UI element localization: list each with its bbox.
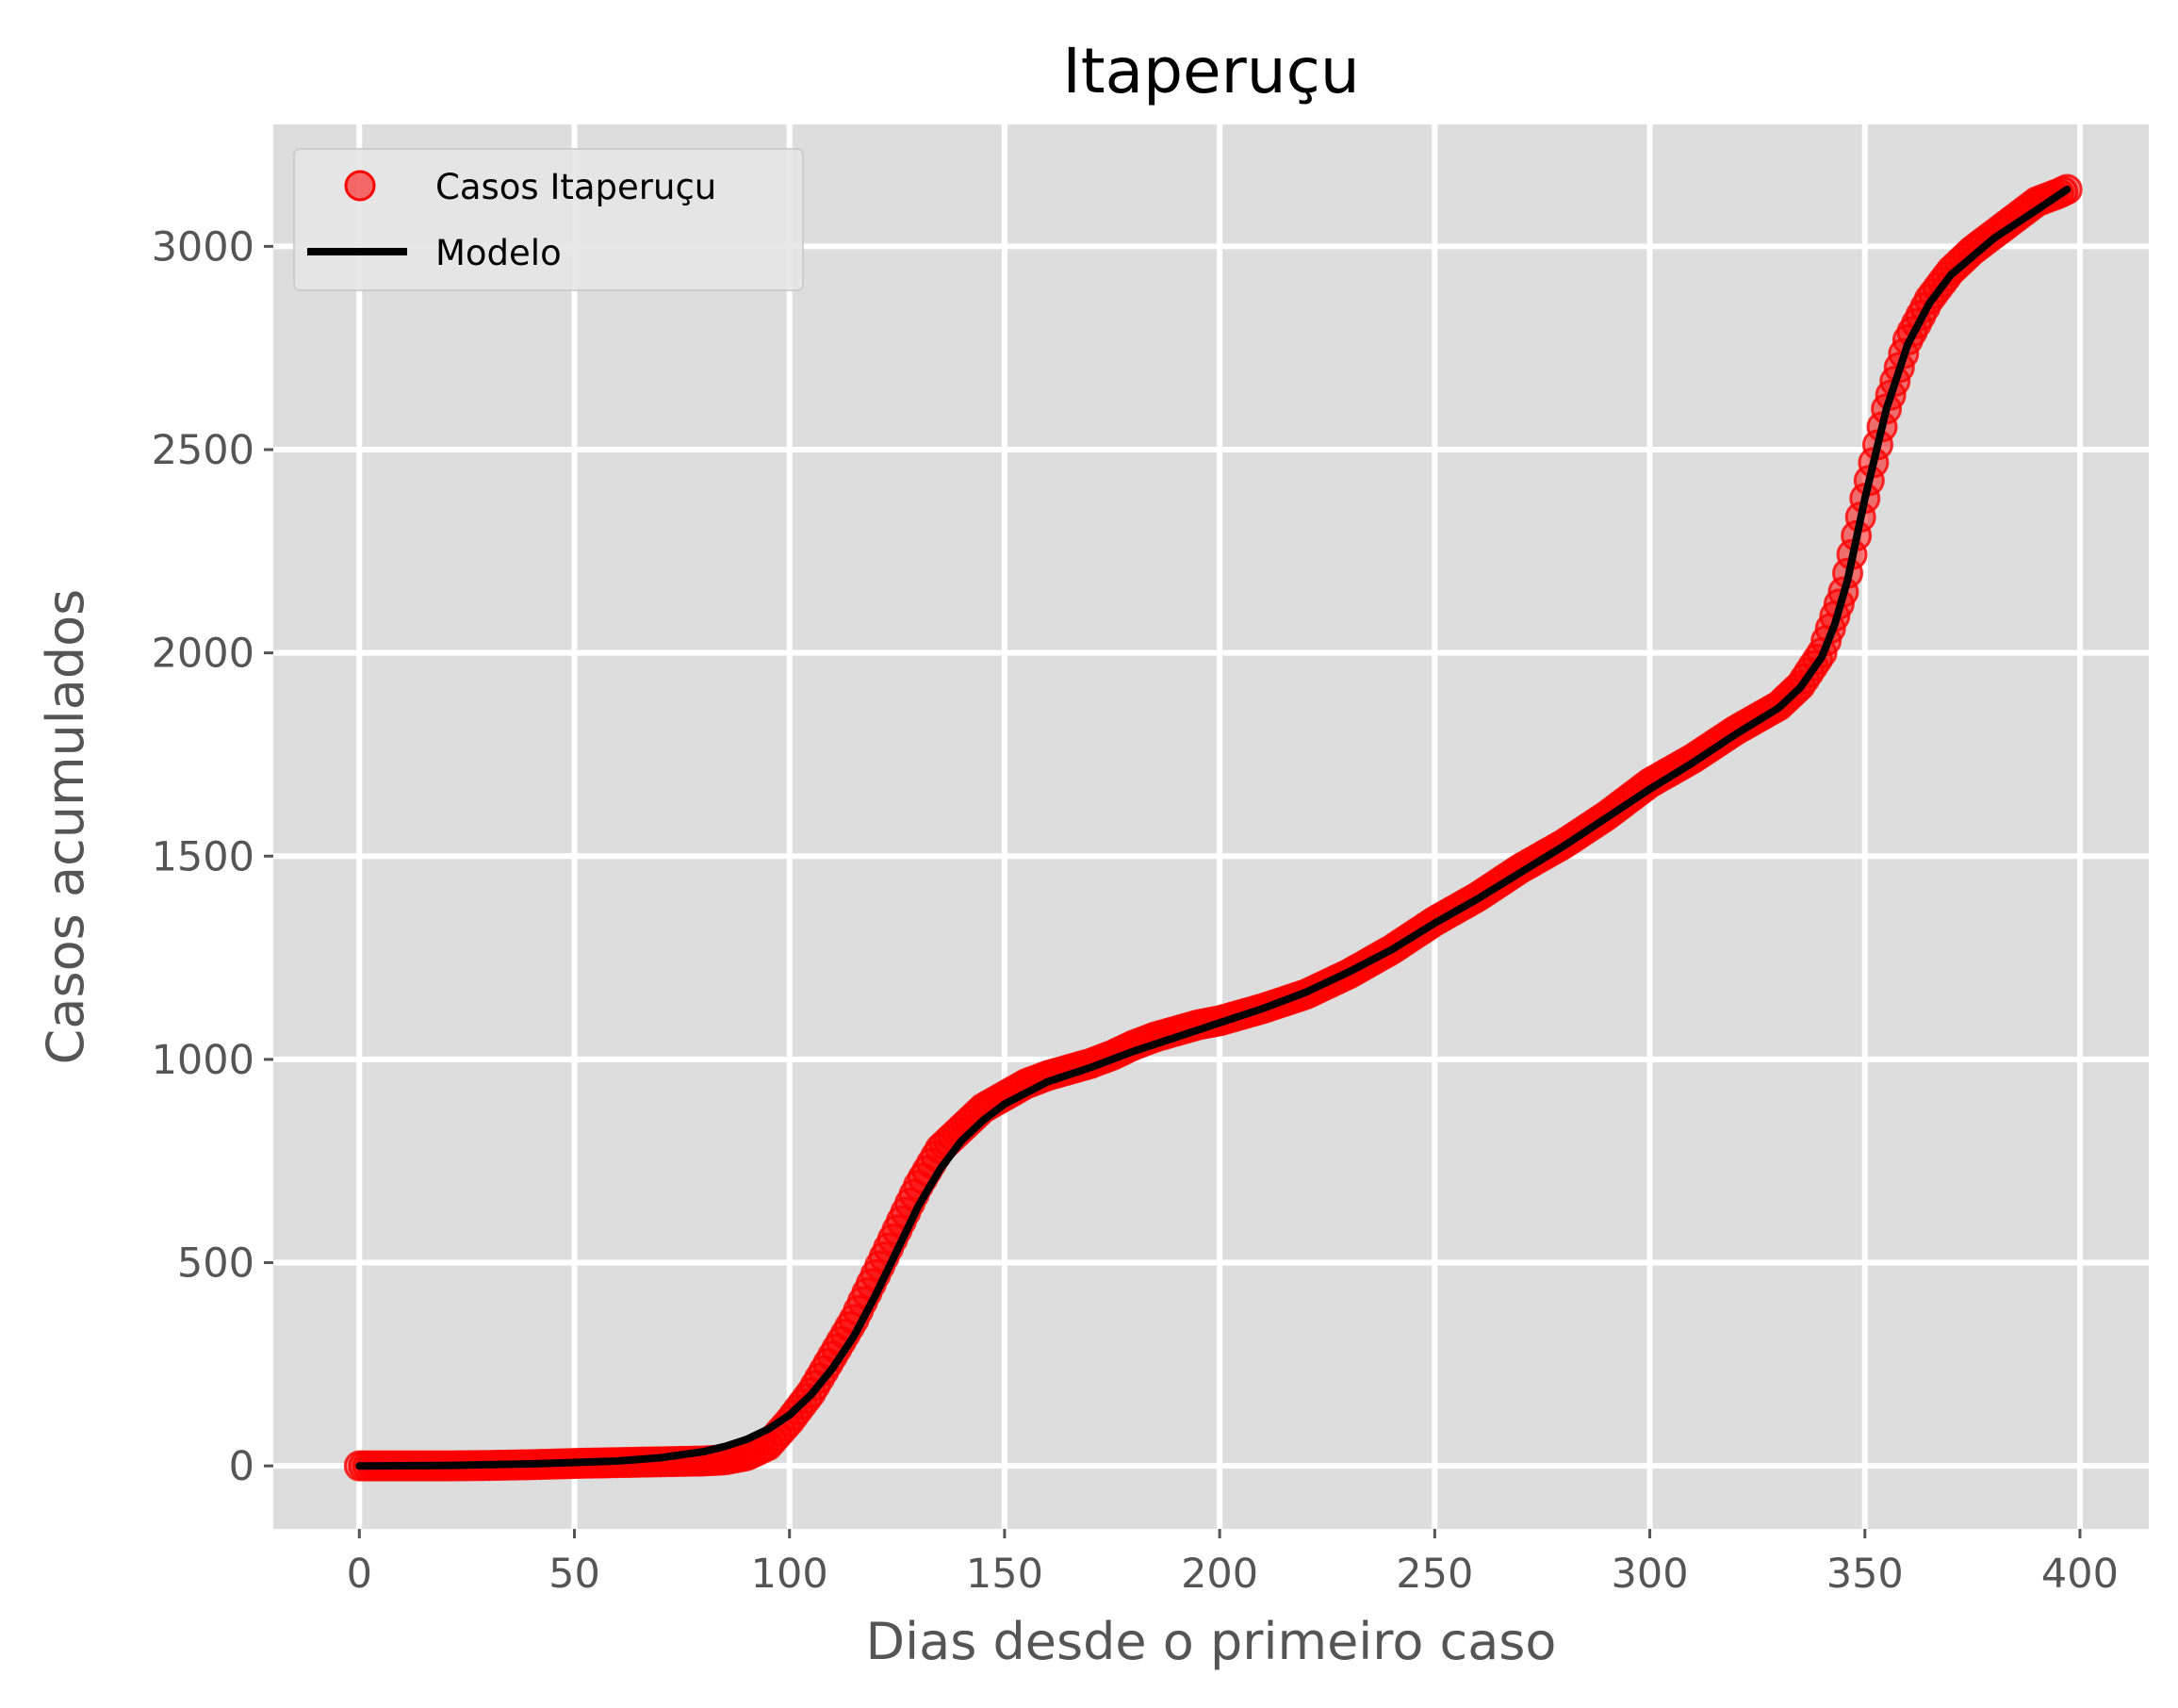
- x-tick-label: 200: [1181, 1551, 1258, 1598]
- x-tick-label: 50: [549, 1551, 600, 1598]
- x-tick-label: 350: [1826, 1551, 1904, 1598]
- x-tick-label: 0: [347, 1551, 372, 1598]
- x-axis-label: Dias desde o primeiro caso: [866, 1612, 1557, 1671]
- x-tick-label: 150: [966, 1551, 1043, 1598]
- chart-title: Itaperuçu: [1062, 35, 1359, 107]
- model-line: [355, 186, 2072, 1470]
- model-layer: [355, 186, 2072, 1470]
- legend-marker-casos: [344, 170, 376, 202]
- x-tick-label: 300: [1612, 1551, 1689, 1598]
- tick-labels: 0 50 100 150 200 250 300 350 400 0 500 1000 1500 2000…: [152, 223, 2119, 1598]
- legend: Casos Itaperuçu Modelo: [293, 148, 804, 291]
- y-tick-label: 0: [229, 1443, 254, 1490]
- legend-label-casos: Casos Itaperuçu: [435, 167, 716, 207]
- x-tick-label: 400: [2041, 1551, 2119, 1598]
- x-tick-label: 250: [1396, 1551, 1473, 1598]
- y-tick-label: 2000: [152, 631, 254, 678]
- x-tick-label: 100: [751, 1551, 828, 1598]
- grid: [273, 124, 2149, 1529]
- y-tick-label: 1000: [152, 1037, 254, 1084]
- y-tick-label: 2500: [152, 427, 254, 474]
- y-axis-label: Casos acumulados: [36, 589, 95, 1065]
- y-tick-label: 500: [177, 1240, 254, 1288]
- y-tick-label: 1500: [152, 833, 254, 880]
- y-tick-label: 3000: [152, 223, 254, 271]
- legend-label-modelo: Modelo: [435, 233, 562, 273]
- plot-background: [273, 124, 2149, 1529]
- legend-box: [293, 148, 804, 291]
